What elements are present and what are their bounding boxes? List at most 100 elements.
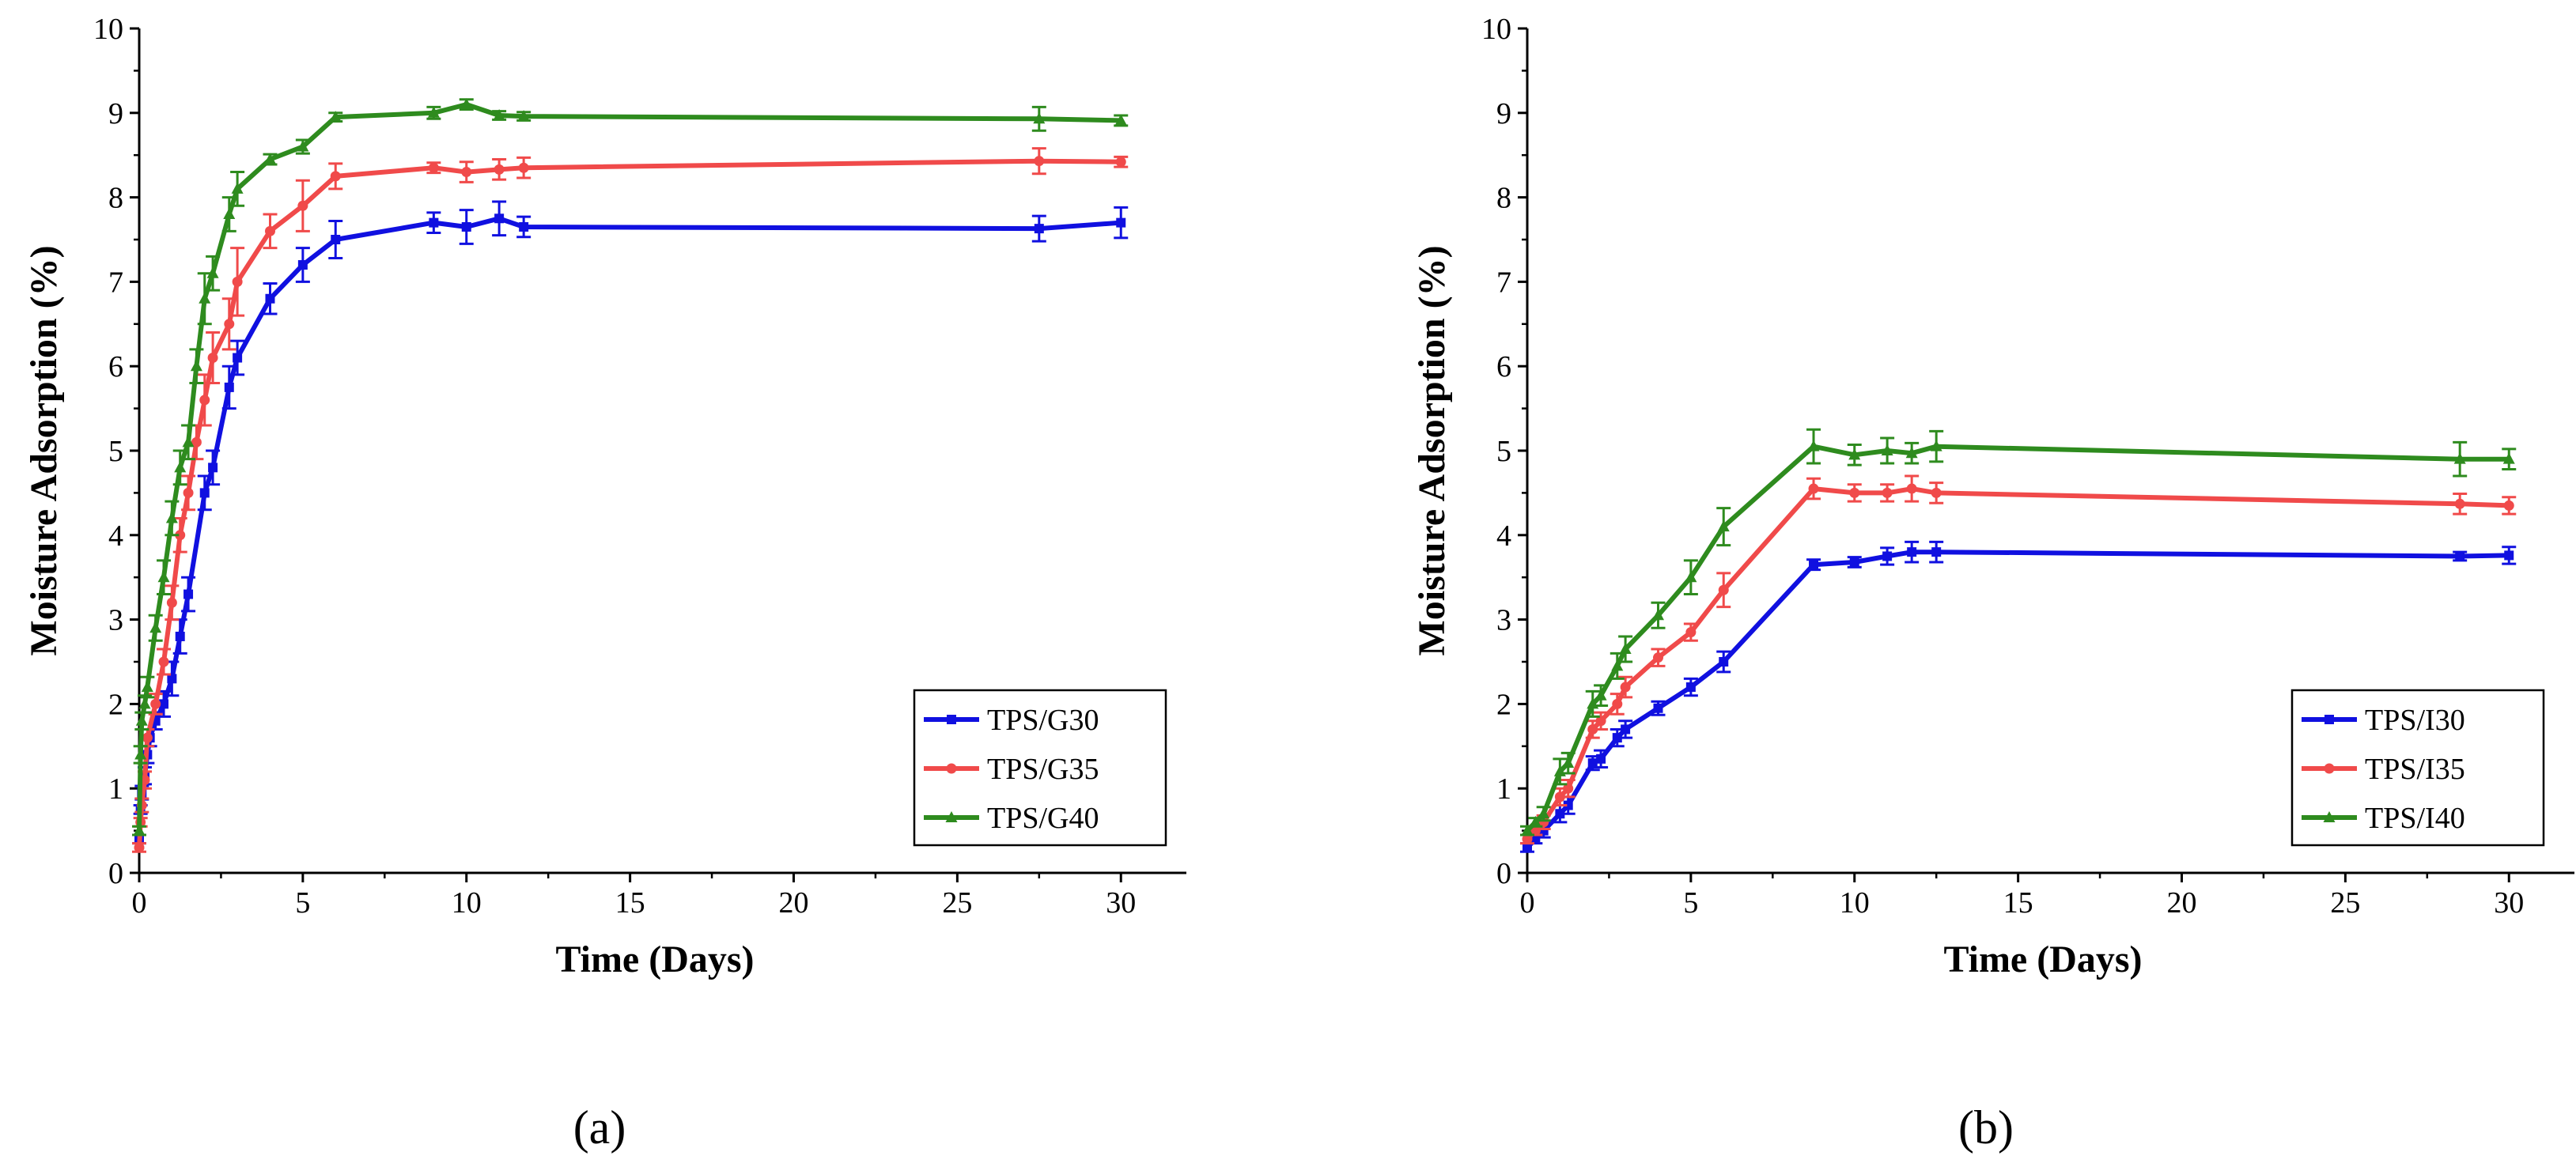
data-point [428, 162, 439, 173]
series-tps-i35 [1520, 474, 2517, 845]
y-tick-label: 6 [108, 350, 123, 383]
legend-marker [947, 715, 956, 724]
data-point [1114, 114, 1127, 126]
y-ticks: 0 1 2 3 4 5 6 7 8 9 10 [1481, 13, 1527, 890]
data-point [133, 824, 146, 836]
x-tick-label: 10 [452, 886, 482, 920]
data-point [190, 360, 202, 372]
y-tick-label: 1 [108, 772, 123, 806]
data-point [1587, 697, 1599, 709]
data-point [183, 487, 194, 498]
panel-b: 0 1 2 3 4 5 6 7 8 9 10 0 5 10 15 20 25 30 Time (Days) Mo… [1411, 13, 2574, 1154]
data-point [1529, 815, 1541, 827]
data-point [494, 213, 505, 224]
data-point [1612, 733, 1622, 743]
x-tick-label: 15 [615, 886, 645, 920]
data-point [1619, 642, 1632, 654]
legend-entry: TPS/I40 [2302, 802, 2465, 835]
data-point [2504, 550, 2514, 561]
data-point [1611, 659, 1624, 671]
legend-marker [2324, 763, 2335, 774]
data-point [1881, 444, 1893, 455]
legend: TPS/I30 TPS/I35 TPS/I40 [2290, 689, 2545, 847]
data-point [1612, 698, 1623, 709]
panel-caption: (b) [1958, 1101, 2014, 1154]
data-point [138, 697, 151, 709]
x-axis-title: Time (Days) [1943, 939, 2142, 980]
legend: TPS/G30 TPS/G35 TPS/G40 [913, 689, 1167, 847]
y-tick-label: 10 [1481, 13, 1511, 46]
data-point [1809, 560, 1819, 570]
x-ticks: 0 5 10 15 20 25 30 [1520, 873, 2524, 920]
data-point [1522, 833, 1533, 844]
data-point [135, 714, 148, 726]
data-point [1553, 765, 1566, 776]
legend-marker [945, 811, 958, 822]
series-tps-i30 [1520, 540, 2517, 853]
series-tps-g35 [132, 147, 1129, 853]
panel-caption: (a) [573, 1101, 626, 1154]
legend-label: TPS/I30 [2365, 704, 2465, 737]
y-tick-label: 5 [108, 435, 123, 468]
legend-marker [2324, 715, 2334, 724]
data-point [1033, 112, 1046, 124]
data-point [1034, 224, 1044, 234]
data-point [460, 98, 473, 110]
legend-entry: TPS/I30 [2302, 704, 2465, 737]
data-point [1555, 809, 1565, 819]
data-point [1034, 156, 1045, 167]
y-tick-label: 8 [108, 182, 123, 215]
x-tick-label: 25 [2330, 886, 2360, 920]
data-point [2502, 452, 2515, 464]
data-point [199, 395, 210, 406]
data-point [182, 436, 195, 448]
data-point [175, 530, 186, 541]
y-tick-label: 5 [1496, 435, 1511, 468]
data-point [1685, 571, 1697, 583]
y-tick-label: 1 [1496, 772, 1511, 806]
x-tick-label: 0 [132, 886, 147, 920]
series-tps-i40 [1520, 428, 2517, 837]
panel-a: 0 1 2 3 4 5 6 7 8 9 10 0 5 10 15 20 25 30 Time (Days) Mo… [23, 13, 1186, 1154]
data-point [1652, 609, 1664, 621]
data-point [142, 732, 153, 743]
data-point [1530, 834, 1541, 844]
data-point [1554, 791, 1565, 803]
data-point [183, 589, 194, 599]
x-tick-label: 0 [1520, 886, 1535, 920]
data-point [175, 631, 185, 641]
data-point [1595, 716, 1606, 727]
y-tick-label: 0 [108, 857, 123, 890]
y-tick-label: 2 [1496, 688, 1511, 721]
data-point [264, 153, 276, 164]
data-point [1685, 627, 1697, 638]
x-ticks: 0 5 10 15 20 25 30 [132, 873, 1136, 920]
x-tick-label: 5 [295, 886, 310, 920]
data-point [1906, 483, 1917, 494]
x-tick-label: 25 [942, 886, 972, 920]
y-tick-label: 0 [1496, 857, 1511, 890]
data-point [150, 698, 161, 709]
y-axis-title: Moisture Adsorption (%) [1411, 245, 1453, 655]
data-point [199, 292, 211, 304]
y-tick-label: 3 [108, 604, 123, 637]
data-point [1538, 807, 1550, 819]
data-point [331, 235, 341, 244]
legend-label: TPS/G30 [987, 704, 1099, 737]
data-point [2455, 551, 2465, 561]
data-point [1116, 217, 1126, 228]
data-point [297, 260, 308, 270]
data-point [297, 200, 308, 211]
legend-label: TPS/G40 [987, 802, 1099, 835]
data-point [1907, 547, 1917, 557]
y-tick-label: 6 [1496, 350, 1511, 383]
y-ticks: 0 1 2 3 4 5 6 7 8 9 10 [93, 13, 139, 890]
x-axis-title: Time (Days) [555, 939, 754, 980]
y-tick-label: 9 [108, 97, 123, 130]
data-point [1931, 547, 1942, 557]
legend-entry: TPS/G35 [924, 753, 1099, 786]
data-point [1653, 703, 1663, 713]
data-point [134, 842, 145, 853]
x-tick-label: 15 [2003, 886, 2033, 920]
